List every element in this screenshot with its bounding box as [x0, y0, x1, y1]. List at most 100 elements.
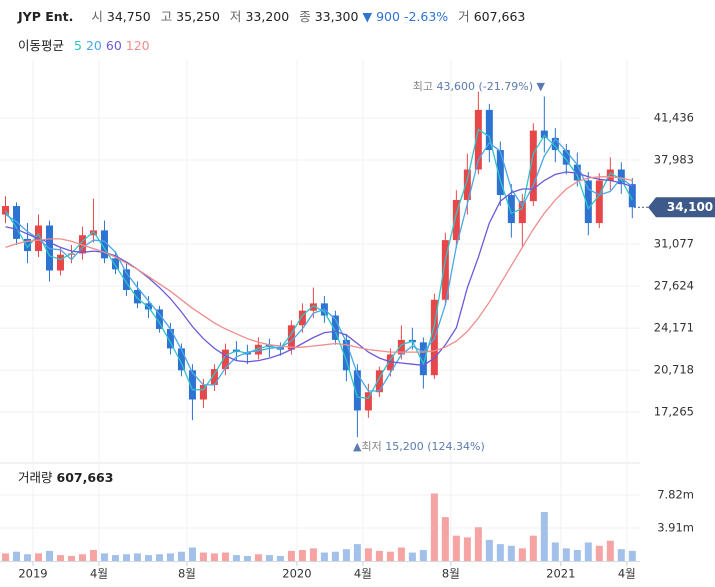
candle-body	[628, 184, 636, 208]
max-annotation-marker: ▼	[537, 80, 546, 93]
candle-body	[551, 137, 559, 151]
candle-body	[287, 325, 295, 350]
volume-bar	[1, 553, 9, 561]
volume-bar	[463, 537, 471, 561]
candle-body	[463, 169, 471, 200]
volume-bar	[144, 555, 152, 561]
candle-body	[309, 303, 317, 311]
low-label: 저	[229, 9, 242, 24]
y-tick-label: 27,624	[654, 279, 694, 293]
volume-bar	[408, 552, 416, 561]
y-tick-label: 37,983	[654, 152, 694, 166]
volume-bar	[221, 552, 229, 561]
volume-bar	[67, 555, 75, 561]
volume-value: 607,663	[473, 9, 526, 24]
volume-bar	[12, 551, 20, 561]
volume-bar	[628, 550, 636, 561]
y-tick-label: 24,171	[654, 321, 694, 335]
candle-body	[606, 169, 614, 181]
candle-body	[419, 342, 427, 376]
volume-bar	[320, 552, 328, 561]
volume-bar	[45, 550, 53, 561]
volume-bar	[265, 555, 273, 561]
candle-body	[111, 258, 119, 270]
volume-label: 거	[458, 9, 470, 24]
volume-bar	[166, 553, 174, 561]
x-tick-label: 2021	[546, 567, 575, 581]
volume-bar	[529, 535, 537, 561]
current-price-badge	[648, 197, 715, 218]
marks	[1, 91, 636, 561]
volume-bar	[254, 554, 262, 561]
volume-bar	[342, 549, 350, 561]
candle-body	[133, 289, 141, 304]
ma-line	[5, 138, 633, 392]
change-arrow: ▼	[362, 9, 373, 24]
volume-bar	[573, 550, 581, 561]
candle-body	[166, 328, 174, 349]
candle-body	[485, 109, 493, 151]
candle-body	[155, 309, 163, 329]
volume-bar	[364, 548, 372, 561]
legend-entry: 120	[125, 38, 150, 53]
candle-body	[529, 130, 537, 202]
y-tick-label: 20,718	[654, 363, 694, 377]
volume-bar	[122, 554, 130, 561]
y-tick-label: 3.91m	[657, 520, 694, 534]
candle-body	[331, 315, 339, 340]
high-value: 35,250	[176, 9, 220, 24]
volume-bar	[452, 535, 460, 561]
ma-legend-title: 이동평균	[18, 38, 65, 53]
candle-body	[617, 169, 625, 185]
candle-body	[353, 370, 361, 411]
open-label: 시	[91, 9, 103, 24]
candle-body	[210, 369, 218, 385]
volume-bar	[232, 555, 240, 561]
x-tick-label: 2020	[282, 567, 311, 581]
volume-bar	[243, 555, 251, 561]
volume-bar	[474, 527, 482, 561]
max-annotation-text: 43,600 (-21.79%)	[437, 80, 533, 93]
candle-body	[254, 344, 262, 355]
candle-body	[540, 130, 548, 138]
volume-bar	[584, 542, 592, 561]
candle-body	[562, 150, 570, 165]
volume-bar	[23, 554, 31, 561]
volume-bar	[133, 553, 141, 561]
candle-body	[584, 180, 592, 224]
candle-body	[89, 230, 97, 236]
legend-entry: 5	[74, 38, 82, 53]
candle-body	[452, 199, 460, 241]
ma-line	[4, 128, 633, 399]
volume-bar	[496, 544, 504, 561]
volume-bar	[89, 550, 97, 561]
open-value: 34,750	[106, 9, 151, 24]
grid	[0, 60, 640, 566]
volume-bar	[100, 553, 108, 561]
volume-bar	[441, 517, 449, 561]
change-value: 900	[376, 9, 400, 24]
volume-bar	[287, 550, 295, 561]
x-tick-label: 2019	[18, 567, 47, 581]
high-label: 고	[160, 9, 173, 24]
volume-bar	[551, 542, 559, 561]
current-price-label: 34,100	[667, 200, 713, 214]
volume-bar	[34, 553, 42, 561]
x-tick-label: 8월	[442, 567, 460, 581]
ma-line	[5, 171, 633, 367]
volume-bar	[419, 550, 427, 561]
min-annotation-label: 최저	[361, 440, 381, 453]
volume-bar	[430, 493, 438, 561]
volume-title-value: 607,663	[57, 470, 114, 485]
candle-body	[122, 269, 130, 290]
stock-name: JYP Ent.	[18, 9, 74, 24]
volume-bar	[617, 549, 625, 561]
min-annotation: ▲최저 15,200 (124.34%)	[353, 440, 485, 453]
candle-body	[23, 238, 31, 252]
max-annotation: 최고 43,600 (-21.79%) ▼	[413, 80, 546, 93]
candle-body	[397, 339, 405, 355]
x-tick-label: 8월	[178, 567, 196, 581]
volume-bar	[540, 512, 548, 561]
candle-body	[188, 370, 196, 400]
